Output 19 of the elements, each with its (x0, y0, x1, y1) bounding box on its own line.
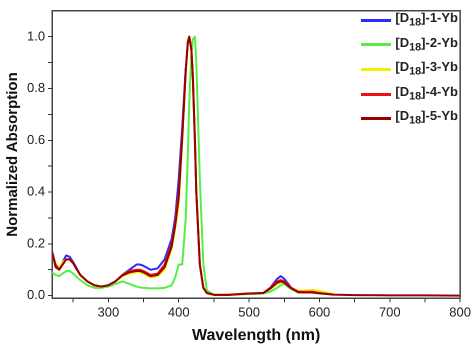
legend-label: [D$_{18}$]-1-Yb (395, 9, 458, 31)
y-tick-label: 0.4 (26, 184, 46, 199)
legend-label: [D$_{18}$]-3-Yb (395, 58, 458, 80)
legend-label: [D$_{18}$]-4-Yb (395, 82, 458, 104)
y-tick-label: 0.8 (26, 80, 46, 96)
y-tick-label: 0.6 (26, 132, 46, 147)
x-tick-label: 500 (238, 304, 260, 320)
x-axis-title: Wavelength (nm) (192, 326, 320, 344)
y-axis-title: Normalized Absorption (4, 72, 22, 237)
y-tick-label: 0.2 (26, 235, 46, 250)
x-tick-label: 700 (378, 304, 401, 320)
y-tick-label: 1.0 (26, 28, 46, 44)
x-tick-label: 300 (98, 304, 120, 320)
legend-label: [D$_{18}$]-5-Yb (395, 107, 458, 129)
x-tick-label: 800 (449, 304, 472, 320)
x-tick-label: 600 (308, 304, 330, 320)
x-tick-label: 400 (168, 304, 190, 320)
y-tick-label: 0.0 (26, 287, 46, 302)
legend-label: [D$_{18}$]-2-Yb (395, 34, 458, 56)
